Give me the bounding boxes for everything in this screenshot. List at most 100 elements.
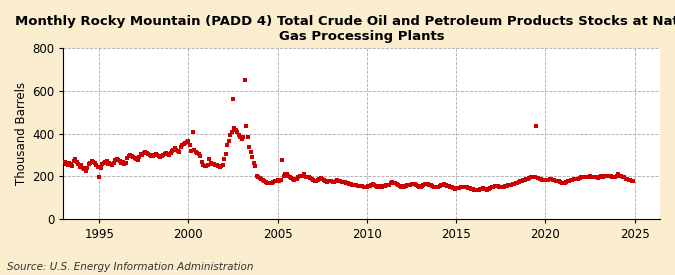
Point <box>539 178 549 183</box>
Point <box>277 157 288 162</box>
Point <box>437 183 448 187</box>
Point <box>213 164 223 168</box>
Point <box>500 184 511 189</box>
Point <box>506 183 516 187</box>
Point <box>566 178 576 183</box>
Point <box>253 174 264 179</box>
Point <box>424 183 435 187</box>
Point <box>82 165 92 170</box>
Point <box>330 178 341 183</box>
Point <box>562 179 573 184</box>
Point <box>150 152 161 156</box>
Point <box>278 174 289 178</box>
Point <box>588 175 599 179</box>
Point <box>153 154 164 158</box>
Point <box>360 185 371 189</box>
Point <box>335 178 346 183</box>
Point <box>79 166 90 171</box>
Point <box>373 185 384 189</box>
Point <box>481 187 491 191</box>
Point <box>92 164 103 169</box>
Point <box>94 175 105 179</box>
Point <box>110 158 121 162</box>
Point <box>144 153 155 157</box>
Point <box>232 130 243 135</box>
Point <box>625 178 636 183</box>
Point <box>226 130 237 135</box>
Point <box>68 159 79 163</box>
Point <box>582 174 593 179</box>
Point <box>107 163 118 168</box>
Point <box>274 178 285 183</box>
Point <box>148 153 159 157</box>
Point <box>138 150 149 155</box>
Point <box>385 181 396 185</box>
Point <box>296 174 307 178</box>
Point <box>624 178 634 182</box>
Point <box>323 178 333 183</box>
Point <box>427 184 438 189</box>
Point <box>217 163 228 167</box>
Point <box>593 174 604 179</box>
Point <box>67 164 78 168</box>
Point <box>346 183 357 187</box>
Point <box>476 187 487 191</box>
Point <box>545 177 556 182</box>
Point <box>134 155 144 159</box>
Point <box>354 184 365 189</box>
Point <box>73 162 84 167</box>
Point <box>468 188 479 192</box>
Point <box>622 177 632 182</box>
Point <box>188 130 198 135</box>
Point <box>418 183 429 187</box>
Point <box>458 185 469 189</box>
Point <box>88 160 99 164</box>
Point <box>216 164 227 168</box>
Point <box>436 183 447 187</box>
Point <box>321 180 332 184</box>
Point <box>410 183 421 187</box>
Point <box>448 186 458 191</box>
Point <box>406 182 417 186</box>
Point <box>240 78 250 82</box>
Point <box>199 164 210 168</box>
Point <box>492 184 503 189</box>
Point <box>574 176 585 180</box>
Point <box>135 152 146 156</box>
Point <box>257 178 268 182</box>
Point <box>482 188 493 192</box>
Point <box>628 178 639 183</box>
Point <box>614 174 625 178</box>
Point <box>207 162 217 166</box>
Point <box>603 174 614 178</box>
Point <box>261 180 271 184</box>
Point <box>586 174 597 179</box>
Point <box>122 156 133 160</box>
Point <box>161 150 171 155</box>
Point <box>620 177 631 181</box>
Point <box>128 155 139 159</box>
Point <box>618 174 628 179</box>
Point <box>626 178 637 183</box>
Point <box>186 149 196 153</box>
Point <box>320 178 331 183</box>
Point <box>70 157 81 161</box>
Point <box>420 182 431 186</box>
Point <box>147 154 158 158</box>
Point <box>310 178 321 183</box>
Point <box>409 182 420 186</box>
Point <box>184 143 195 147</box>
Point <box>585 174 595 178</box>
Point <box>555 180 566 184</box>
Point <box>475 187 485 191</box>
Point <box>159 152 170 156</box>
Point <box>423 182 433 186</box>
Point <box>479 187 490 191</box>
Point <box>125 153 136 157</box>
Point <box>101 159 112 163</box>
Point <box>443 184 454 189</box>
Point <box>202 163 213 167</box>
Point <box>608 174 619 179</box>
Point <box>375 184 385 189</box>
Text: Source: U.S. Energy Information Administration: Source: U.S. Energy Information Administ… <box>7 262 253 272</box>
